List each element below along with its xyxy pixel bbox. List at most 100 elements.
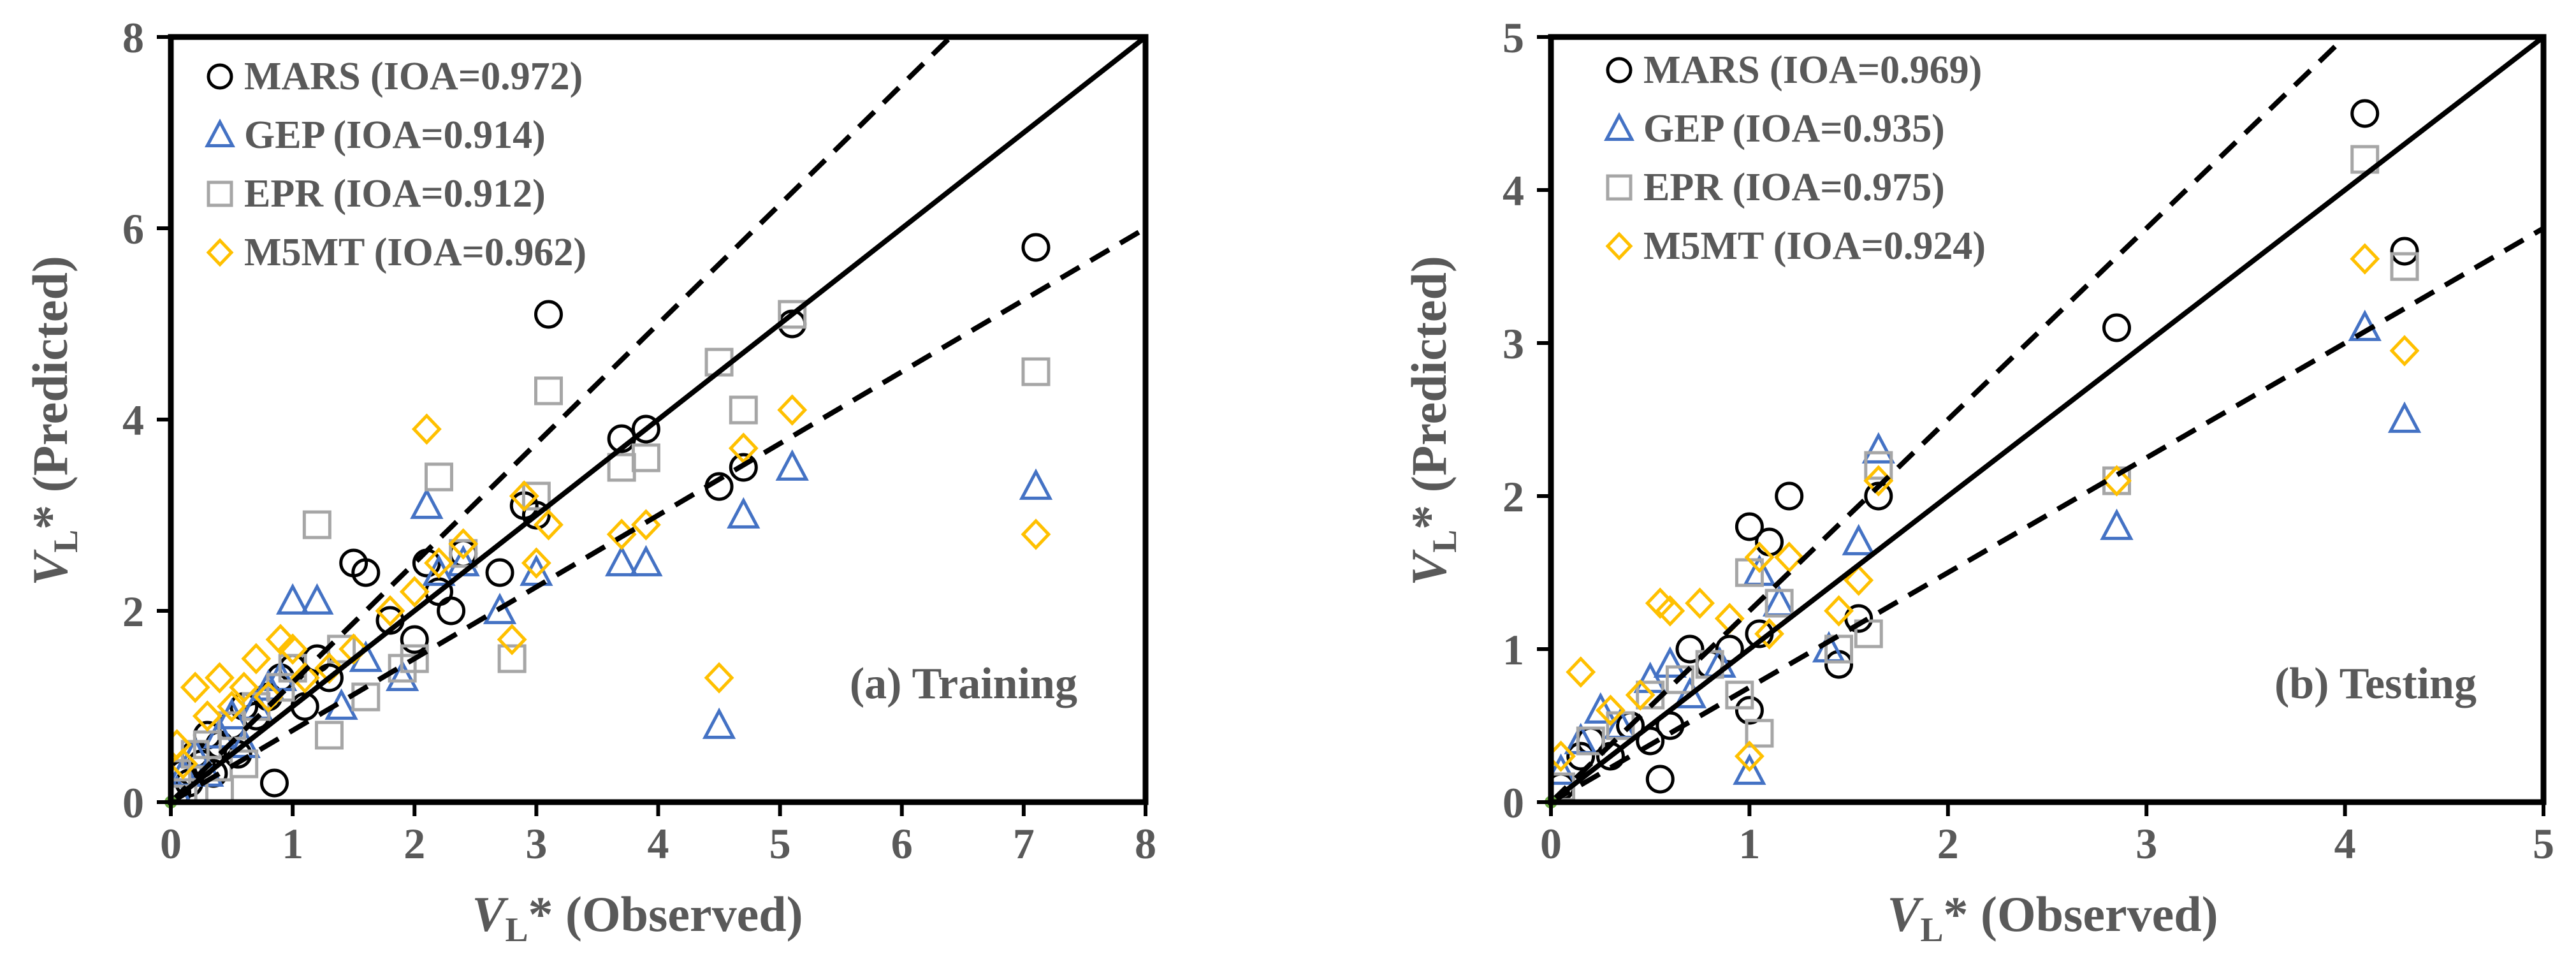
x-tick-label: 0 bbox=[1540, 819, 1562, 868]
legend-marker-mars bbox=[207, 63, 233, 90]
data-point-m5mt bbox=[265, 624, 296, 655]
reference-line-minus-25 bbox=[171, 226, 1146, 802]
legend-entry-m5mt: M5MT (IOA=0.924) bbox=[1643, 224, 1986, 268]
data-point-epr bbox=[1745, 719, 1774, 748]
chart-panel-training: 0 1 2 3 4 5 6 7 8 0 2 4 6 8 VL* (Predicted) VL* (Observ… bbox=[22, 13, 1156, 949]
y-tick-label: 2 bbox=[122, 587, 144, 636]
data-point-mars bbox=[631, 414, 660, 444]
legend: MARS (IOA=0.969) GEP (IOA=0.935) EPR (IOA=… bbox=[1604, 48, 1986, 268]
data-point-gep bbox=[275, 583, 310, 615]
data-point-m5mt bbox=[192, 700, 222, 732]
data-point-epr bbox=[1021, 357, 1051, 386]
data-point-epr bbox=[424, 462, 453, 492]
data-point-m5mt bbox=[1655, 595, 1685, 627]
x-tick-label: 1 bbox=[1738, 819, 1760, 868]
data-point-m5mt bbox=[399, 576, 430, 608]
legend-entry-epr: EPR (IOA=0.912) bbox=[244, 172, 546, 216]
legend-marker-gep bbox=[1604, 112, 1634, 142]
plot-frame bbox=[1548, 34, 2547, 805]
data-point-mars bbox=[1675, 634, 1705, 664]
legend-entry-epr: EPR (IOA=0.975) bbox=[1643, 166, 1945, 209]
legend-entry-m5mt: M5MT (IOA=0.962) bbox=[244, 231, 586, 274]
data-point-epr bbox=[171, 778, 198, 802]
data-point-epr bbox=[778, 300, 807, 329]
legend-marker-epr bbox=[207, 180, 233, 207]
data-point-epr bbox=[1824, 634, 1854, 664]
data-point-gep bbox=[2100, 508, 2134, 540]
data-point-mars bbox=[351, 558, 381, 587]
data-point-epr bbox=[631, 443, 660, 472]
data-point-m5mt bbox=[1744, 541, 1775, 573]
data-point-m5mt bbox=[2389, 335, 2420, 367]
data-point-gep bbox=[1583, 692, 1618, 724]
reference-line-plus-25 bbox=[1551, 37, 2347, 802]
data-point-gep bbox=[1861, 432, 1895, 464]
data-point-gep bbox=[2387, 401, 2422, 433]
data-point-m5mt bbox=[1021, 518, 1051, 550]
data-point-m5mt bbox=[1566, 656, 1596, 688]
x-tick-label: 4 bbox=[648, 819, 669, 868]
x-axis-title: VL* (Observed) bbox=[472, 886, 803, 949]
x-tick-label: 3 bbox=[2136, 819, 2157, 868]
data-point-epr bbox=[1735, 558, 1764, 587]
data-point-m5mt bbox=[424, 547, 454, 579]
reference-line-one-to-one bbox=[171, 37, 1146, 802]
data-point-m5mt bbox=[338, 633, 369, 665]
x-tick-label: 8 bbox=[1135, 819, 1156, 868]
data-point-mars bbox=[1775, 481, 1804, 511]
data-point-m5mt bbox=[1595, 694, 1626, 726]
data-point-m5mt bbox=[1685, 587, 1715, 619]
data-point-mars bbox=[2390, 237, 2419, 266]
data-point-epr bbox=[171, 759, 192, 788]
y-tick-label: 0 bbox=[1503, 779, 1524, 827]
data-point-gep bbox=[300, 583, 334, 615]
x-tick-label: 0 bbox=[160, 819, 182, 868]
data-point-epr bbox=[217, 711, 247, 740]
x-tick-label: 1 bbox=[282, 819, 303, 868]
chart-panel-testing: 0 1 2 3 4 5 0 1 2 3 4 5 VL* (Predicted) VL* (Observed… bbox=[1401, 13, 2554, 949]
x-tick-label: 7 bbox=[1013, 819, 1035, 868]
data-point-mars bbox=[534, 300, 563, 329]
data-point-gep bbox=[410, 487, 444, 519]
data-point-mars bbox=[729, 453, 758, 482]
data-point-mars bbox=[1566, 742, 1596, 771]
data-point-epr bbox=[314, 721, 344, 750]
data-point-m5mt bbox=[411, 413, 442, 445]
data-point-epr bbox=[497, 644, 527, 673]
y-tick-label: 4 bbox=[122, 396, 144, 444]
x-tick-label: 2 bbox=[404, 819, 425, 868]
x-tick-label: 2 bbox=[1937, 819, 1959, 868]
data-point-m5mt bbox=[180, 671, 210, 703]
data-point-epr bbox=[1665, 665, 1694, 694]
data-point-m5mt bbox=[509, 480, 539, 512]
legend-marker-m5mt bbox=[1605, 231, 1633, 261]
data-point-mars bbox=[437, 596, 466, 626]
data-point-mars bbox=[1645, 765, 1675, 794]
y-tick-label: 5 bbox=[1503, 13, 1524, 62]
data-point-m5mt bbox=[277, 633, 308, 665]
y-tick-label: 6 bbox=[122, 205, 144, 253]
data-point-epr bbox=[205, 778, 234, 802]
legend-entry-mars: MARS (IOA=0.969) bbox=[1643, 48, 1982, 92]
data-point-m5mt bbox=[448, 528, 479, 560]
data-point-gep bbox=[483, 592, 517, 624]
legend-marker-mars bbox=[1606, 57, 1633, 84]
y-tick-label: 8 bbox=[122, 13, 144, 62]
data-point-m5mt bbox=[1774, 541, 1805, 573]
data-point-mars bbox=[1021, 233, 1051, 262]
data-point-gep bbox=[1762, 585, 1796, 617]
data-point-epr bbox=[534, 376, 563, 406]
data-point-gep bbox=[775, 449, 809, 481]
legend: MARS (IOA=0.972) GEP (IOA=0.914) EPR (IOA=… bbox=[205, 55, 586, 274]
data-point-m5mt bbox=[314, 652, 344, 684]
reference-line-plus-25 bbox=[171, 37, 953, 802]
data-point-m5mt bbox=[1824, 595, 1854, 627]
data-point-epr bbox=[2390, 252, 2419, 281]
series-mars bbox=[171, 233, 1051, 802]
series-m5mt bbox=[171, 394, 1051, 780]
data-point-mars bbox=[521, 501, 551, 530]
data-point-epr bbox=[521, 481, 551, 511]
data-point-mars bbox=[485, 558, 514, 587]
data-point-m5mt bbox=[2350, 243, 2380, 275]
